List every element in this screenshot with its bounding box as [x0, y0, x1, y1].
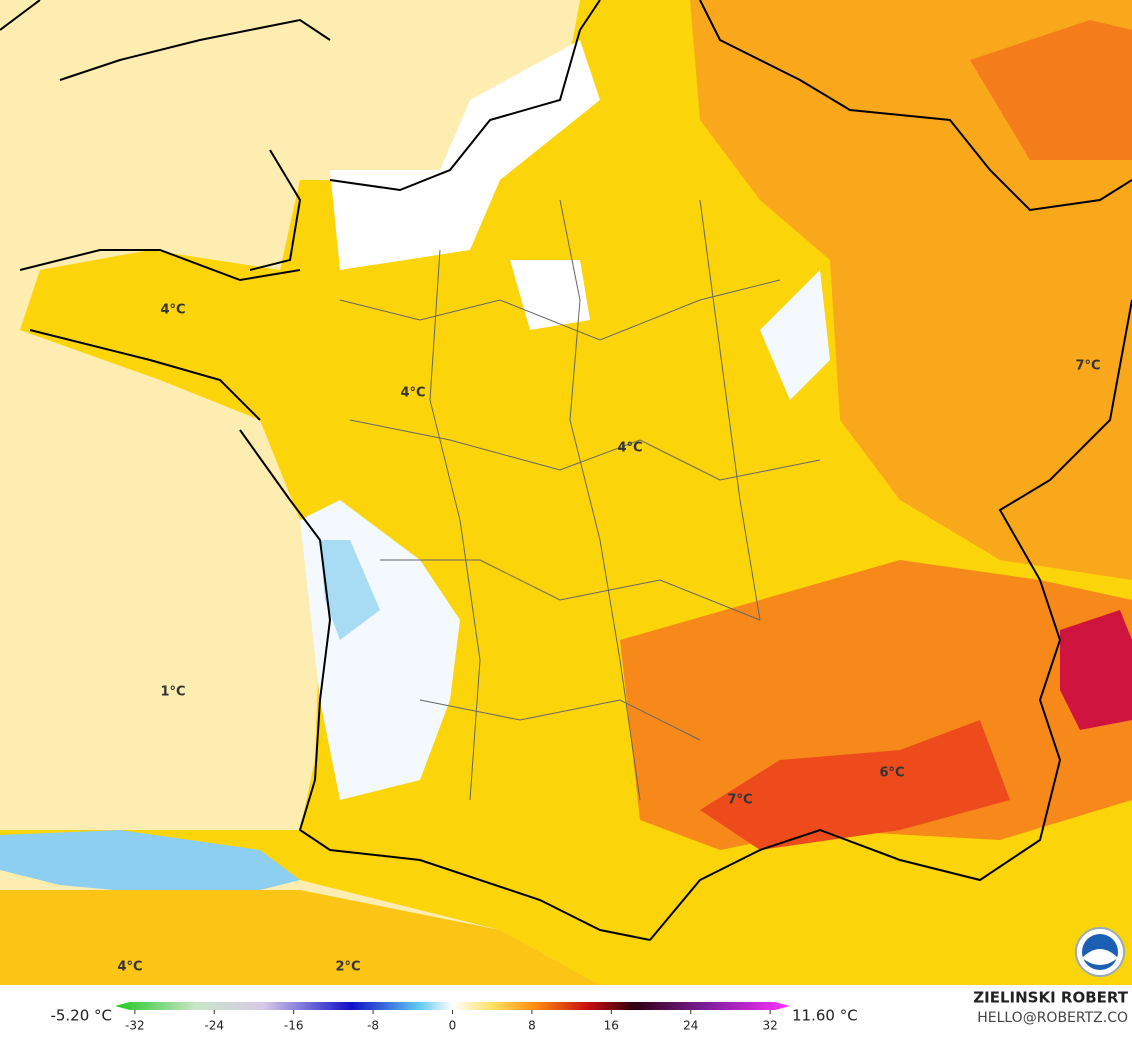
- max-label: 11.60 °C: [792, 1007, 858, 1025]
- temperature-label: 4°C: [617, 441, 642, 456]
- region-border: [339, 199, 821, 801]
- warm-area: [970, 20, 1132, 160]
- coastline-border: [0, 0, 1132, 941]
- map-labels: 4°C 4°C 4°C 7°C 1°C 7°C 6°C 4°C 2°C: [117, 303, 1100, 975]
- colorbar-tick-label: 16: [604, 1019, 619, 1033]
- temperature-label: 4°C: [400, 386, 425, 401]
- credit-contact: HELLO@ROBERTZ.CO: [977, 1010, 1128, 1026]
- colorbar-tick-label: -16: [284, 1019, 304, 1033]
- colorbar-tick-label: 32: [763, 1019, 778, 1033]
- colorbar-tick-label: -32: [125, 1019, 145, 1033]
- cold-area: [0, 830, 300, 900]
- hot-area: [1060, 610, 1132, 730]
- cold-area: [320, 540, 380, 640]
- temperature-label: 6°C: [879, 766, 904, 781]
- colorbar-tick-label: 8: [528, 1019, 536, 1033]
- temperature-label: 1°C: [160, 685, 185, 700]
- colorbar: [115, 1002, 790, 1010]
- hot-area: [700, 720, 1010, 850]
- noaa-logo: [1075, 927, 1125, 977]
- min-label: -5.20 °C: [50, 1007, 112, 1025]
- map: [0, 0, 1132, 985]
- warm-area: [620, 560, 1132, 850]
- temperature-label: 7°C: [1075, 359, 1100, 374]
- cold-area: [330, 40, 600, 270]
- cold-area: [760, 270, 830, 400]
- colorbar-tick-label: 24: [683, 1019, 698, 1033]
- colorbar-tick-label: 0: [449, 1019, 457, 1033]
- credit-name: ZIELINSKI ROBERT: [973, 989, 1128, 1007]
- land-field: [0, 890, 600, 985]
- colorbar-tick-label: -24: [204, 1019, 224, 1033]
- temperature-label: 4°C: [160, 303, 185, 318]
- temperature-label: 7°C: [727, 793, 752, 808]
- temperature-label: 2°C: [335, 960, 360, 975]
- temperature-label: 4°C: [117, 960, 142, 975]
- colorbar-tick-label: -8: [367, 1019, 379, 1033]
